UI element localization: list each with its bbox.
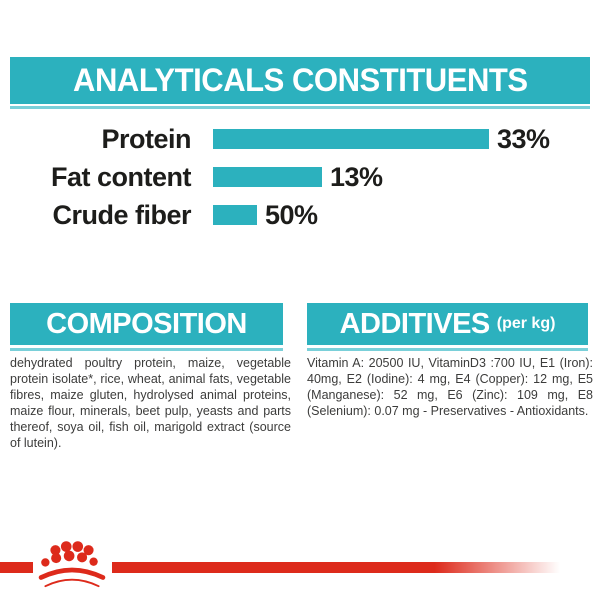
bar-row-fat-content: Fat content 13% bbox=[0, 158, 600, 196]
bar-label-crude-fiber: Crude fiber bbox=[52, 199, 191, 230]
additives-body-text: Vitamin A: 20500 IU, VitaminD3 :700 IU, … bbox=[307, 356, 593, 418]
bar-crude-fiber bbox=[213, 205, 257, 225]
additives-header-band: ADDITIVES (per kg) bbox=[307, 303, 588, 345]
analyticals-bar-chart: Protein 33% Fat content 13% Crude fiber … bbox=[0, 120, 600, 234]
composition-underline bbox=[10, 348, 283, 351]
composition-body-text: dehydrated poultry protein, maize, veget… bbox=[10, 356, 291, 450]
bar-value-protein: 33% bbox=[497, 123, 550, 154]
analyticals-header-band: ANALYTICALS CONSTITUENTS bbox=[10, 57, 590, 104]
additives-title: ADDITIVES bbox=[339, 307, 491, 340]
bar-protein bbox=[213, 129, 489, 149]
additives-unit: (per kg) bbox=[496, 315, 556, 332]
additives-underline bbox=[307, 348, 588, 351]
footer-stripe-left bbox=[0, 562, 33, 573]
analyticals-underline bbox=[10, 106, 590, 109]
composition-header-band: COMPOSITION bbox=[10, 303, 283, 345]
footer-stripe-right bbox=[112, 562, 560, 573]
bar-row-protein: Protein 33% bbox=[0, 120, 600, 158]
composition-title: COMPOSITION bbox=[46, 307, 247, 340]
bar-value-crude-fiber: 50% bbox=[265, 199, 318, 230]
bar-value-fat-content: 13% bbox=[330, 161, 383, 192]
bar-label-fat-content: Fat content bbox=[51, 161, 192, 192]
royal-canin-crown-logo bbox=[38, 541, 106, 588]
bar-row-crude-fiber: Crude fiber 50% bbox=[0, 196, 600, 234]
bar-label-protein: Protein bbox=[101, 123, 191, 154]
analyticals-title: ANALYTICALS CONSTITUENTS bbox=[72, 62, 528, 98]
bar-fat-content bbox=[213, 167, 322, 187]
